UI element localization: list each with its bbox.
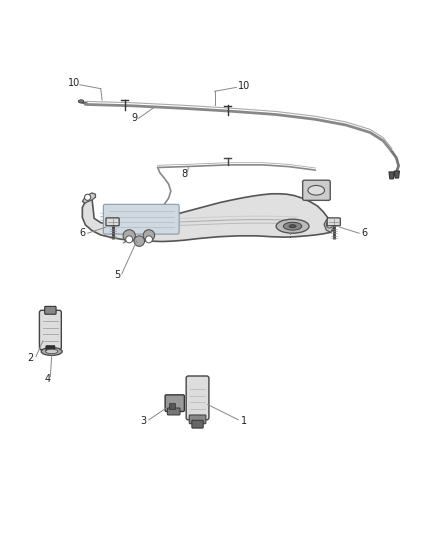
Text: 10: 10 [67,78,80,88]
FancyBboxPatch shape [169,403,175,409]
Text: 8: 8 [181,168,187,179]
Ellipse shape [276,219,309,233]
FancyBboxPatch shape [165,395,184,411]
Circle shape [85,194,91,200]
Text: 5: 5 [114,270,120,280]
Polygon shape [389,172,394,179]
Text: 1: 1 [241,416,247,426]
Text: 6: 6 [361,228,367,238]
FancyBboxPatch shape [186,376,209,420]
FancyBboxPatch shape [167,408,180,415]
FancyBboxPatch shape [303,180,330,200]
Polygon shape [394,171,399,178]
Text: 10: 10 [238,81,251,91]
Circle shape [143,230,155,241]
Polygon shape [324,219,334,232]
Circle shape [326,222,332,228]
FancyBboxPatch shape [46,346,55,352]
Ellipse shape [283,222,302,230]
FancyBboxPatch shape [106,218,119,226]
Circle shape [145,236,152,243]
FancyBboxPatch shape [45,306,56,314]
Polygon shape [82,194,334,241]
Polygon shape [82,193,95,203]
Text: 9: 9 [132,114,138,124]
FancyBboxPatch shape [327,218,340,226]
Ellipse shape [46,349,58,354]
Ellipse shape [308,185,325,195]
Circle shape [123,230,135,242]
FancyBboxPatch shape [103,204,179,234]
Ellipse shape [78,100,84,103]
Circle shape [134,236,145,246]
Text: 7: 7 [287,230,293,240]
Ellipse shape [289,225,296,228]
Ellipse shape [41,348,62,356]
Text: 4: 4 [44,374,50,384]
FancyBboxPatch shape [39,310,61,350]
FancyBboxPatch shape [189,415,206,424]
Text: 3: 3 [141,416,147,426]
Circle shape [126,236,133,243]
Text: 6: 6 [79,228,85,238]
Text: 2: 2 [28,353,34,362]
FancyBboxPatch shape [192,420,203,428]
